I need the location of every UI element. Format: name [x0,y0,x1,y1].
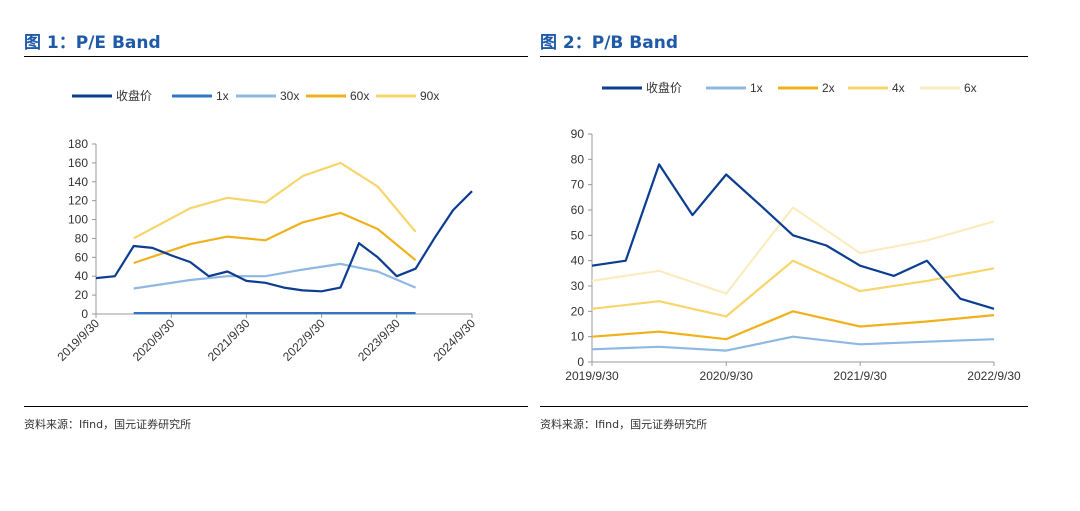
right-bottom-rule [540,406,1028,407]
y-tick-label: 180 [68,137,88,151]
series-line [591,259,995,318]
legend-label: 90x [420,89,439,103]
x-tick-label: 2021/9/30 [833,369,887,383]
y-tick-label: 80 [75,231,89,245]
series-line [95,190,473,293]
series-line [591,163,995,310]
left-bottom-rule [24,406,528,407]
legend-label: 收盘价 [116,88,152,103]
x-tick-label: 2022/9/30 [967,369,1021,383]
series-line [591,206,995,295]
y-tick-label: 70 [571,178,585,192]
legend-label: 30x [280,89,299,103]
x-tick-label: 2019/9/30 [565,369,619,383]
legend-label: 1x [750,81,763,95]
y-tick-label: 50 [571,228,585,242]
y-tick-label: 60 [75,250,89,264]
series-line [591,310,995,341]
x-tick-label: 2024/9/30 [430,316,478,364]
left-source-note: 资料来源：Ifind，国元证券研究所 [24,418,192,431]
right-chart-title: 图 2：P/B Band [540,33,678,53]
y-tick-label: 160 [68,156,88,170]
y-tick-label: 0 [577,355,584,369]
legend-label: 4x [892,81,905,95]
x-tick-label: 2020/9/30 [700,369,754,383]
y-tick-label: 0 [81,307,88,321]
x-tick-label: 2022/9/30 [280,316,328,364]
legend-label: 收盘价 [646,80,682,95]
right-top-rule [540,56,1028,57]
y-tick-label: 60 [571,203,585,217]
pb-band-chart: 0 10 20 30 40 50 60 70 80 90 2019/9/30 2020/9/30 202… [565,80,1021,383]
y-tick-label: 40 [571,254,585,268]
y-tick-label: 20 [571,304,585,318]
right-source-note: 资料来源：Ifind，国元证券研究所 [540,418,708,431]
y-tick-label: 80 [571,152,585,166]
legend-label: 60x [350,89,369,103]
y-tick-label: 40 [75,269,89,283]
y-tick-label: 120 [68,194,88,208]
legend-label: 6x [964,81,977,95]
left-chart-title: 图 1：P/E Band [24,33,161,53]
y-tick-label: 140 [68,175,88,189]
series-line [133,211,417,265]
y-tick-label: 90 [571,127,585,141]
y-tick-label: 100 [68,213,88,227]
x-tick-label: 2019/9/30 [54,316,102,364]
left-top-rule [24,56,528,57]
y-tick-label: 10 [571,330,585,344]
series-line [133,262,417,290]
x-tick-label: 2021/9/30 [205,316,253,364]
series-line [133,161,417,240]
y-tick-label: 20 [75,288,89,302]
pe-band-chart: 0 20 40 60 80 100 120 140 160 180 2019/9/30 2020/9/… [54,88,478,364]
x-tick-label: 2023/9/30 [355,316,403,364]
y-tick-label: 30 [571,279,585,293]
x-tick-label: 2020/9/30 [130,316,178,364]
legend-label: 2x [822,81,835,95]
legend-label: 1x [216,89,229,103]
series-line [591,335,995,352]
